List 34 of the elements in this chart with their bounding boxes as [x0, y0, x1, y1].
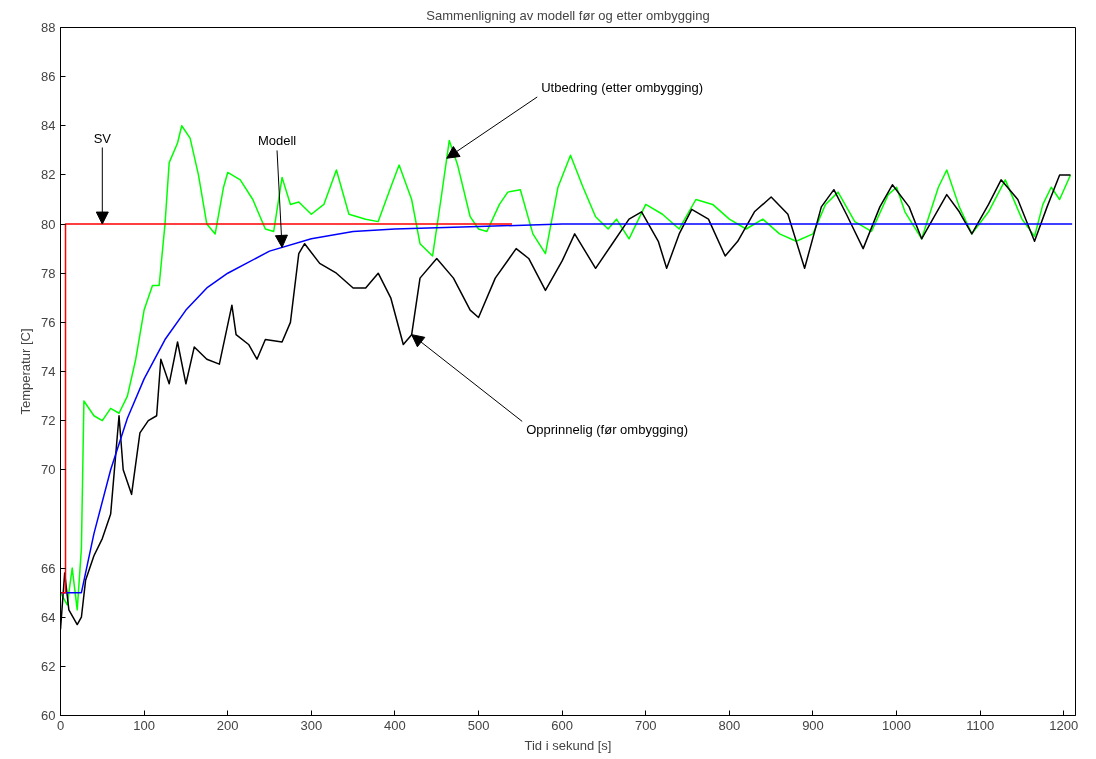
- x-tick-label: 400: [384, 717, 406, 733]
- y-axis-title: Temperatur [C]: [18, 328, 34, 415]
- x-tick-label: 300: [300, 717, 323, 733]
- x-tick-label: 600: [551, 717, 574, 733]
- y-tick-label: 84: [41, 118, 56, 134]
- text: Utbedring (etter ombygging): [541, 79, 704, 95]
- y-tick-label: 60: [41, 708, 56, 723]
- x-tick-label: 1000: [882, 717, 912, 733]
- y-tick-label: 66: [41, 560, 56, 576]
- x-tick-label: 500: [467, 717, 490, 733]
- y-tick-label: 80: [41, 216, 56, 232]
- x-tick-label: 0: [56, 717, 65, 733]
- y-tick-label: 86: [41, 69, 56, 85]
- x-tick-label: 700: [634, 717, 657, 733]
- y-tick-label: 64: [41, 609, 56, 625]
- y-tick-label: 72: [41, 413, 56, 429]
- y-tick-label: 78: [41, 265, 56, 281]
- y-tick-label: 82: [41, 167, 56, 183]
- chart-title: Sammenligning av modell før og etter ombygging: [426, 7, 710, 23]
- y-tick-label: 76: [41, 314, 56, 330]
- y-tick-label: 70: [41, 462, 56, 478]
- annotation: Opprinnelig (før ombygging): [526, 421, 689, 437]
- text: Modell: [257, 133, 297, 149]
- x-tick-label: 1200: [1049, 717, 1079, 733]
- x-tick-label: 200: [216, 717, 239, 733]
- text: SV: [93, 130, 112, 146]
- x-tick-label: 1100: [966, 717, 995, 733]
- y-tick-label: 88: [41, 20, 56, 35]
- y-tick-label: 62: [41, 658, 56, 674]
- x-tick-label: 100: [133, 717, 155, 733]
- x-tick-label: 800: [718, 717, 741, 733]
- x-axis-title: Tid i sekund [s]: [524, 737, 612, 753]
- x-tick-label: 900: [802, 717, 824, 733]
- y-tick-label: 74: [41, 364, 56, 379]
